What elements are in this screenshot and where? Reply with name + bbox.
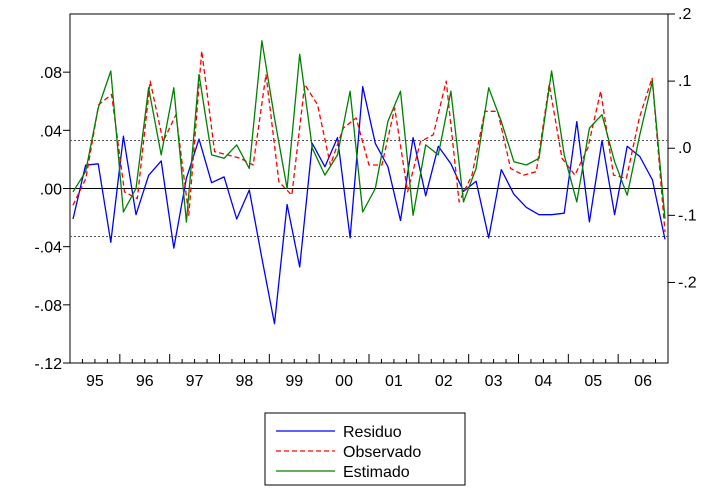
legend-label-estimado: Estimado — [343, 464, 410, 481]
x-axis: 95 96 97 98 99 00 01 02 03 04 05 06 — [69, 354, 669, 390]
x-tick-label: 03 — [485, 373, 503, 390]
x-tick-label: 97 — [186, 373, 204, 390]
x-tick-label: 99 — [285, 373, 303, 390]
legend-label-observado: Observado — [343, 444, 421, 461]
series-layer — [72, 40, 666, 325]
right-tick-label: .1 — [678, 73, 691, 90]
right-tick-label: -.1 — [678, 207, 697, 224]
left-axis: .08 .04 .00 -.04 -.08 -.12 — [34, 65, 70, 373]
left-tick-label: .08 — [40, 65, 62, 82]
legend-box — [264, 412, 466, 486]
x-tick-label: 01 — [385, 373, 403, 390]
series-line-observado — [72, 50, 666, 233]
x-tick-label: 95 — [86, 373, 104, 390]
legend: Residuo Observado Estimado — [264, 412, 466, 486]
left-tick-label: -.08 — [34, 298, 62, 315]
x-tick-label: 04 — [535, 373, 553, 390]
x-tick-label: 06 — [634, 373, 652, 390]
x-tick-label: 02 — [435, 373, 453, 390]
left-tick-label: -.04 — [34, 240, 62, 257]
right-tick-label: .2 — [678, 6, 691, 23]
reference-lines — [70, 140, 668, 237]
legend-label-residuo: Residuo — [343, 424, 402, 441]
x-tick-label: 05 — [584, 373, 602, 390]
right-tick-label: -.2 — [678, 274, 697, 291]
x-tick-label: 98 — [236, 373, 254, 390]
right-tick-label: .0 — [678, 140, 691, 157]
left-tick-label: .00 — [40, 182, 62, 199]
series-line-residuo — [72, 86, 666, 325]
series-line-estimado — [72, 40, 666, 223]
left-tick-label: .04 — [40, 123, 62, 140]
x-tick-label: 00 — [335, 373, 353, 390]
left-tick-label: -.12 — [34, 356, 62, 373]
right-axis: .2 .1 .0 -.1 -.2 — [668, 6, 697, 291]
x-tick-label: 96 — [136, 373, 154, 390]
